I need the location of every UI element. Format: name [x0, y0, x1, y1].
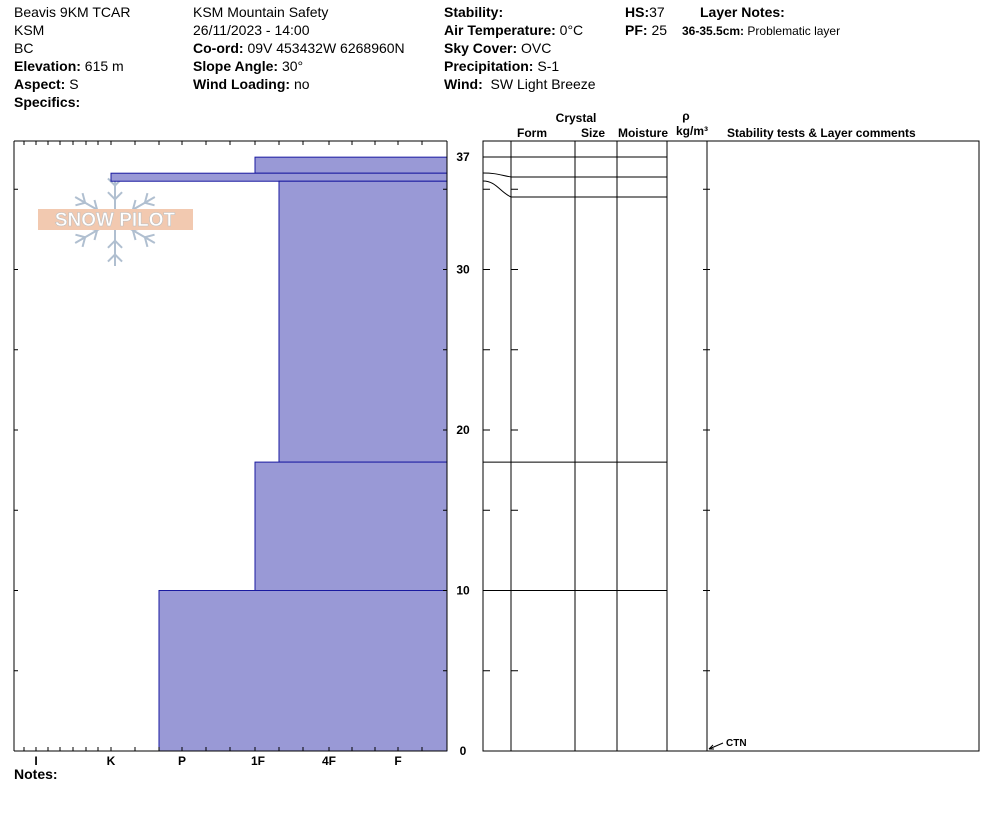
flake-branch	[107, 177, 116, 187]
pf: PF: 25	[625, 22, 668, 38]
y-tick-label: 30	[456, 263, 470, 277]
flake-branch	[107, 253, 116, 263]
hardness-layer	[110, 172, 448, 182]
elevation: Elevation: 615 m	[14, 58, 124, 74]
flake-branch	[143, 236, 149, 248]
stability: Stability:	[444, 4, 504, 20]
test-arrowhead	[708, 744, 714, 750]
state: BC	[14, 40, 34, 56]
hardness-profile	[110, 156, 448, 752]
layer-notes-label: Layer Notes:	[700, 4, 785, 20]
wind-loading: Wind Loading: no	[193, 76, 310, 92]
x-tick-label: I	[34, 754, 37, 768]
layer-table	[482, 140, 980, 752]
flake-branch	[75, 233, 86, 239]
flake-branch	[144, 233, 155, 239]
flake-branch	[107, 191, 116, 201]
hardness-layer	[254, 156, 448, 174]
col-comments: Stability tests & Layer comments	[727, 126, 916, 140]
test-pointer	[708, 742, 724, 750]
col-size: Size	[581, 126, 605, 140]
flake-branch	[107, 239, 116, 249]
table-connector	[482, 172, 512, 178]
col-moisture: Moisture	[618, 126, 668, 140]
y-tick-label: 37	[456, 150, 470, 164]
range: KSM	[14, 22, 45, 38]
precipitation: Precipitation: S-1	[444, 58, 560, 74]
table-connector	[482, 180, 512, 198]
flake-branch	[93, 230, 99, 241]
y-tick-label: 20	[456, 423, 470, 437]
hs: HS:37	[625, 4, 665, 20]
slope-angle: Slope Angle: 30°	[193, 58, 304, 74]
layer-note: 36-35.5cm: Problematic layer	[682, 24, 841, 38]
flake-branch	[75, 201, 86, 207]
table-frame	[482, 140, 980, 752]
notes-label: Notes:	[14, 766, 58, 782]
column-headers: Crystal Form Size Moisture ρ kg/m³ Stabi…	[517, 109, 916, 140]
datetime: 26/11/2023 - 14:00	[193, 22, 310, 38]
observer: KSM Mountain Safety	[193, 4, 329, 20]
flake-branch	[81, 236, 87, 248]
y-tick-label: 0	[460, 744, 467, 758]
flake-branch	[131, 199, 137, 210]
stability-tests: CTN	[708, 738, 747, 750]
wind: Wind: SW Light Breeze	[444, 76, 596, 92]
flake-branch	[143, 192, 149, 204]
coordinates: Co-ord: 09V 453432W 6268960N	[193, 40, 405, 56]
height-axis: 0 10 20 30 37	[14, 150, 710, 758]
aspect: Aspect: S	[14, 76, 79, 92]
flake-branch	[144, 201, 155, 207]
location: Beavis 9KM TCAR	[14, 4, 131, 20]
col-rho: ρ	[682, 109, 689, 123]
hardness-axis: I K P 1F 4F F	[23, 141, 423, 768]
test-label: CTN	[726, 738, 747, 749]
col-density-unit: kg/m³	[676, 124, 708, 138]
col-form: Form	[517, 126, 547, 140]
flake-branch	[114, 239, 123, 249]
flake-branch	[81, 192, 87, 204]
flake-branch	[131, 230, 137, 241]
flake-branch	[114, 253, 123, 263]
air-temperature: Air Temperature: 0°C	[444, 22, 584, 38]
x-tick-label: 1F	[251, 754, 265, 768]
col-crystal: Crystal	[556, 111, 597, 125]
hardness-layer	[278, 180, 448, 463]
hardness-layer	[158, 590, 448, 752]
x-tick-label: 4F	[322, 754, 336, 768]
hardness-layer	[254, 461, 448, 591]
x-tick-label: F	[394, 754, 401, 768]
x-tick-label: K	[107, 754, 116, 768]
flake-branch	[114, 191, 123, 201]
x-tick-label: P	[178, 754, 186, 768]
flake-branch	[93, 199, 99, 210]
y-tick-label: 10	[456, 584, 470, 598]
snowpilot-logo: SNOW PILOT	[38, 174, 193, 266]
sky-cover: Sky Cover: OVC	[444, 40, 552, 56]
specifics: Specifics:	[14, 94, 81, 110]
svg-text:SNOW PILOT: SNOW PILOT	[55, 210, 176, 231]
